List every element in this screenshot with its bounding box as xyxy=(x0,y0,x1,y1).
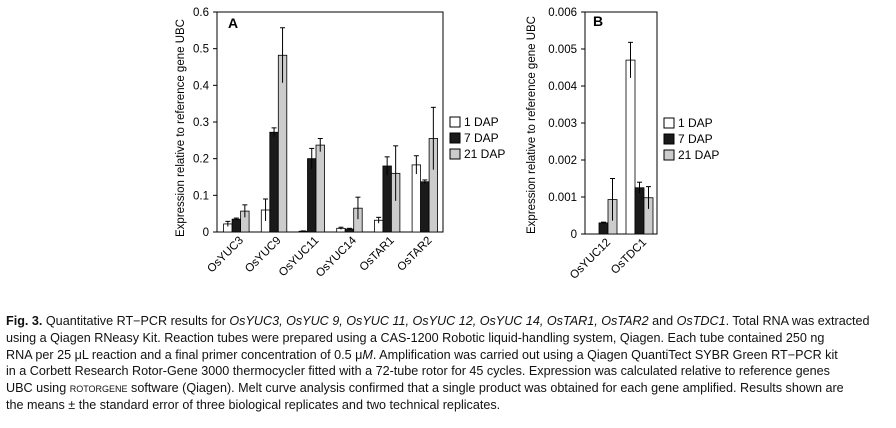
caption-segment: OsYUC3, OsYUC 9, OsYUC 11, OsYUC 12, OsY… xyxy=(229,314,649,328)
legend-a-label-7dap: 7 DAP xyxy=(464,131,499,145)
caption-body: Quantitative RT−PCR results for OsYUC3, … xyxy=(6,314,870,412)
y-tick-label: 0 xyxy=(203,227,209,239)
caption-segment: in a Corbett Research Rotor-Gene 3000 th… xyxy=(6,364,830,379)
legend-a-label-1dap: 1 DAP xyxy=(464,115,499,129)
caption-segment: M xyxy=(362,347,373,362)
caption-segment: OsTDC1 xyxy=(676,314,726,328)
legend-b-label-1dap: 1 DAP xyxy=(678,116,713,130)
caption-segment: software (Qiagen). Melt curve analysis c… xyxy=(127,381,844,396)
bar-osyuc11-7dap xyxy=(307,158,317,233)
figure-3-chart: Expression relative to reference gene UB… xyxy=(175,7,719,282)
x-tick-label: OsYUC3 xyxy=(205,235,246,276)
bar-ostdc1-7dap xyxy=(634,187,645,235)
x-tick-label: OsTAR2 xyxy=(395,235,434,274)
caption-segment: . Amplification was carried out using a … xyxy=(372,347,838,362)
bar-ostar2-1dap xyxy=(411,164,422,233)
legend-b-swatch-1dap xyxy=(663,117,675,129)
y-tick-label: 0.006 xyxy=(548,7,577,19)
panel-b-ylabel: Expression relative to reference gene UB… xyxy=(526,16,538,234)
y-tick-label: 0.2 xyxy=(193,154,209,166)
x-tick-label: OsYUC14 xyxy=(314,234,360,280)
plot-frame xyxy=(216,11,444,233)
legend-a-swatch-7dap xyxy=(449,132,461,144)
y-tick-label: 0.4 xyxy=(193,80,210,92)
caption-label: Fig. 3. xyxy=(6,314,43,328)
x-tick-label: OsTDC1 xyxy=(609,237,649,277)
bar-osyuc12-7dap xyxy=(598,222,609,235)
caption-segment: using a Qiagen RNeasy Kit. Reaction tube… xyxy=(6,330,825,345)
bar-ostar2-7dap xyxy=(420,181,430,233)
caption-segment: Quantitative RT−PCR results for xyxy=(42,314,230,328)
bar-ostdc1-1dap xyxy=(625,59,636,235)
y-tick-label: 0.005 xyxy=(548,44,577,56)
y-tick-label: 0.004 xyxy=(548,81,577,93)
legend-a-label-21dap: 21 DAP xyxy=(464,147,505,161)
panel-a-legend: 1 DAP 7 DAP 21 DAP xyxy=(449,115,505,161)
y-tick-label: 0.002 xyxy=(548,155,577,167)
panel-b-letter: B xyxy=(593,13,603,29)
y-tick-label: 0.003 xyxy=(548,118,577,130)
legend-b-label-21dap: 21 DAP xyxy=(678,148,719,162)
legend-b-swatch-21dap xyxy=(663,149,675,161)
x-tick-label: OsYUC12 xyxy=(568,237,613,282)
panel-b-legend: 1 DAP 7 DAP 21 DAP xyxy=(663,116,719,162)
y-tick-label: 0.6 xyxy=(193,7,209,19)
legend-a-swatch-1dap xyxy=(449,116,461,128)
caption-segment: rotorgene xyxy=(69,381,128,396)
y-tick-label: 0 xyxy=(571,229,577,241)
y-tick-label: 0.1 xyxy=(193,190,209,202)
figure-caption: Fig. 3. Quantitative RT−PCR results for … xyxy=(6,313,890,414)
legend-b-label-7dap: 7 DAP xyxy=(678,132,713,146)
y-tick-label: 0.5 xyxy=(193,44,209,56)
panel-a-plot-area: 00.10.20.30.40.50.6OsYUC3OsYUC9OsYUC11Os… xyxy=(193,7,444,280)
legend-b-swatch-7dap xyxy=(663,133,675,145)
caption-segment: the means ± the standard error of three … xyxy=(6,397,501,412)
bar-osyuc9-7dap xyxy=(269,131,279,233)
legend-a-swatch-21dap xyxy=(449,148,461,160)
bar-osyuc11-21dap xyxy=(315,144,325,233)
caption-segment: RNA per 25 μL reaction and a final prime… xyxy=(6,347,363,362)
caption-segment: and xyxy=(648,314,677,328)
panel-b: Expression relative to reference gene UB… xyxy=(526,7,658,282)
panel-a-ylabel: Expression relative to reference gene UB… xyxy=(175,19,187,237)
x-tick-label: OsTAR1 xyxy=(358,235,397,274)
bar-osyuc3-7dap xyxy=(231,218,242,233)
panel-a-letter: A xyxy=(228,15,238,31)
panel-a: Expression relative to reference gene UB… xyxy=(175,7,444,280)
caption-segment: UBC using xyxy=(6,381,70,396)
panel-b-plot-area: 0 0.001 0.002 0.003 0.004 0.005 0.006 OsYUC12Os… xyxy=(548,7,658,282)
caption-segment: . Total RNA was extracted xyxy=(725,314,870,328)
bar-ostar1-7dap xyxy=(382,165,392,233)
y-tick-label: 0.3 xyxy=(193,117,209,129)
y-tick-label: 0.001 xyxy=(548,192,577,204)
